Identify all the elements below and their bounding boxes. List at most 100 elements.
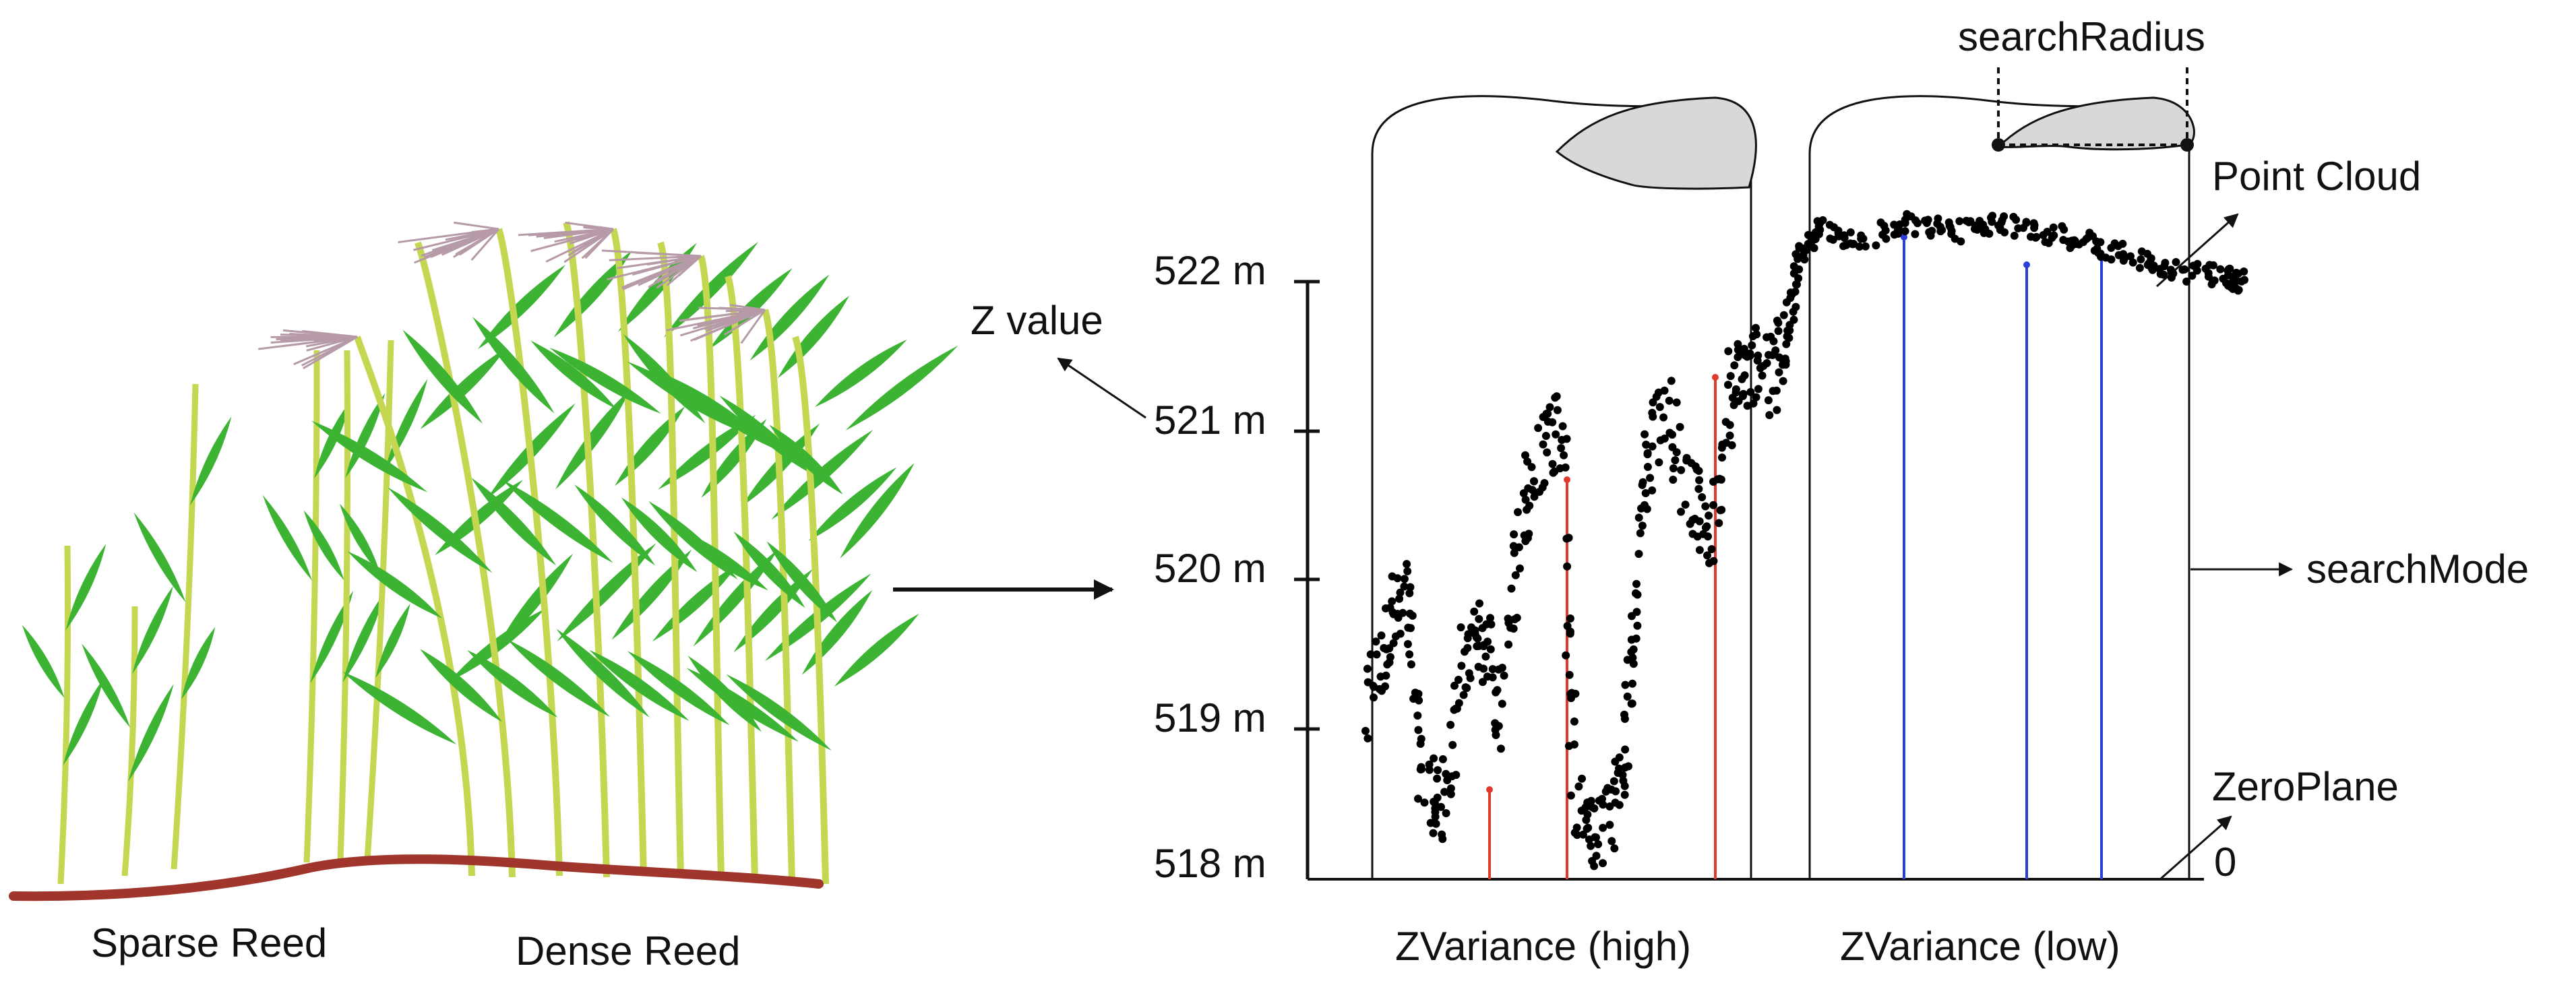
point-cloud-point <box>1434 766 1442 775</box>
point-cloud-point <box>1638 480 1647 489</box>
point-cloud-point <box>1492 688 1500 697</box>
reed-leaf <box>845 345 958 431</box>
reed-leaf <box>420 649 502 722</box>
zvariance-low-label: ZVariance (low) <box>1840 924 2120 969</box>
point-cloud-point <box>1548 459 1557 468</box>
reed-leaf <box>658 414 756 490</box>
point-cloud-point <box>1672 398 1681 407</box>
point-cloud-point <box>1795 265 1804 274</box>
reed-plume <box>293 336 358 366</box>
point-cloud-point <box>1442 809 1450 817</box>
point-cloud-point <box>1634 550 1643 559</box>
reed-stem <box>762 309 795 882</box>
reed-stem <box>698 255 725 878</box>
reed-leaf <box>375 603 410 678</box>
reed-stem <box>171 383 199 870</box>
point-cloud-point <box>2204 269 2213 278</box>
point-cloud-point <box>1599 823 1607 832</box>
point-cloud-point <box>1649 412 1657 421</box>
point-cloud-point <box>2039 231 2048 239</box>
point-cloud-point <box>1618 771 1627 780</box>
point-cloud-point <box>1695 546 1704 554</box>
point-cloud-point <box>1496 744 1505 753</box>
reed-plume <box>457 228 499 245</box>
point-cloud-point <box>1473 642 1481 651</box>
reed-leaf <box>65 544 106 631</box>
reed-leaf <box>574 484 656 566</box>
reed-leaf <box>314 401 350 478</box>
reed-stem <box>364 340 394 860</box>
point-cloud-point <box>1748 341 1756 350</box>
point-cloud-point <box>1771 346 1780 355</box>
point-cloud-point <box>1611 757 1620 766</box>
point-cloud-point <box>1494 722 1503 730</box>
point-cloud-point <box>1440 788 1449 796</box>
point-cloud-point <box>2060 225 2068 234</box>
point-cloud-point <box>1726 372 1735 381</box>
point-cloud-point <box>1521 451 1529 459</box>
point-cloud-point <box>1607 837 1616 846</box>
point-cloud-point <box>1713 475 1722 484</box>
reed-leaf <box>471 478 557 566</box>
point-cloud-point <box>1987 214 1995 222</box>
point-cloud-point <box>1553 406 1562 414</box>
point-cloud-point <box>1734 353 1742 361</box>
point-cloud-point <box>2064 237 2073 246</box>
point-cloud-point <box>1570 717 1578 726</box>
reed-leaf <box>311 420 428 492</box>
point-cloud-point <box>1634 513 1643 522</box>
point-cloud-point <box>1787 290 1796 299</box>
point-cloud-point <box>2240 267 2248 276</box>
point-cloud-point <box>1623 656 1632 664</box>
reed-leaf <box>190 416 232 505</box>
reed-leaf <box>627 651 730 726</box>
point-cloud-point <box>1380 643 1388 652</box>
point-cloud-point <box>1725 431 1734 440</box>
reed-leaf <box>663 241 758 338</box>
point-cloud-point <box>1561 463 1570 472</box>
point-cloud-point <box>1541 432 1550 440</box>
point-cloud-point <box>1773 406 1781 414</box>
point-cloud-point <box>1627 647 1636 656</box>
point-cloud-point <box>1386 604 1394 612</box>
reed-plume <box>313 336 358 343</box>
point-cloud-point <box>1463 643 1472 652</box>
point-cloud-point <box>1578 774 1586 783</box>
point-cloud-point <box>1729 401 1738 410</box>
point-cloud-point <box>1648 486 1657 495</box>
reed-leaf <box>82 643 131 728</box>
point-cloud-point <box>1481 652 1490 661</box>
point-cloud-point <box>1560 451 1568 459</box>
point-cloud-point <box>1665 396 1674 405</box>
point-cloud-point <box>1565 670 1574 679</box>
reed-leaf <box>310 590 354 683</box>
point-cloud-point <box>1403 640 1412 648</box>
point-cloud-point <box>1623 692 1632 701</box>
reed-stem <box>337 350 351 862</box>
point-cloud-point <box>1754 385 1762 393</box>
point-cloud-point <box>2029 219 2038 228</box>
reed-leaf <box>549 348 661 414</box>
point-cloud-point <box>1643 449 1652 457</box>
point-cloud-point <box>1389 639 1398 647</box>
sparse-reed-label: Sparse Reed <box>91 920 327 965</box>
point-cloud-point <box>1506 623 1515 632</box>
reed-leaf <box>497 553 574 647</box>
point-cloud-point <box>1446 784 1455 793</box>
reed-stem <box>57 545 71 885</box>
reed-leaf <box>719 395 812 474</box>
reed-plume <box>702 309 766 325</box>
point-cloud-point <box>1655 403 1664 412</box>
point-cloud-point <box>1583 810 1592 819</box>
point-cloud-point <box>1432 819 1440 828</box>
y-axis <box>1294 280 1320 879</box>
dense-reed-label: Dense Reed <box>516 928 741 974</box>
point-cloud-point <box>1628 699 1636 708</box>
reed-plume <box>635 251 702 257</box>
point-cloud-point <box>1405 589 1414 598</box>
point-cloud-point <box>1448 740 1457 749</box>
point-cloud-point <box>1543 448 1552 457</box>
point-cloud-point <box>2096 238 2105 247</box>
point-cloud-point <box>2107 243 2116 252</box>
point-cloud-point <box>2224 266 2232 275</box>
